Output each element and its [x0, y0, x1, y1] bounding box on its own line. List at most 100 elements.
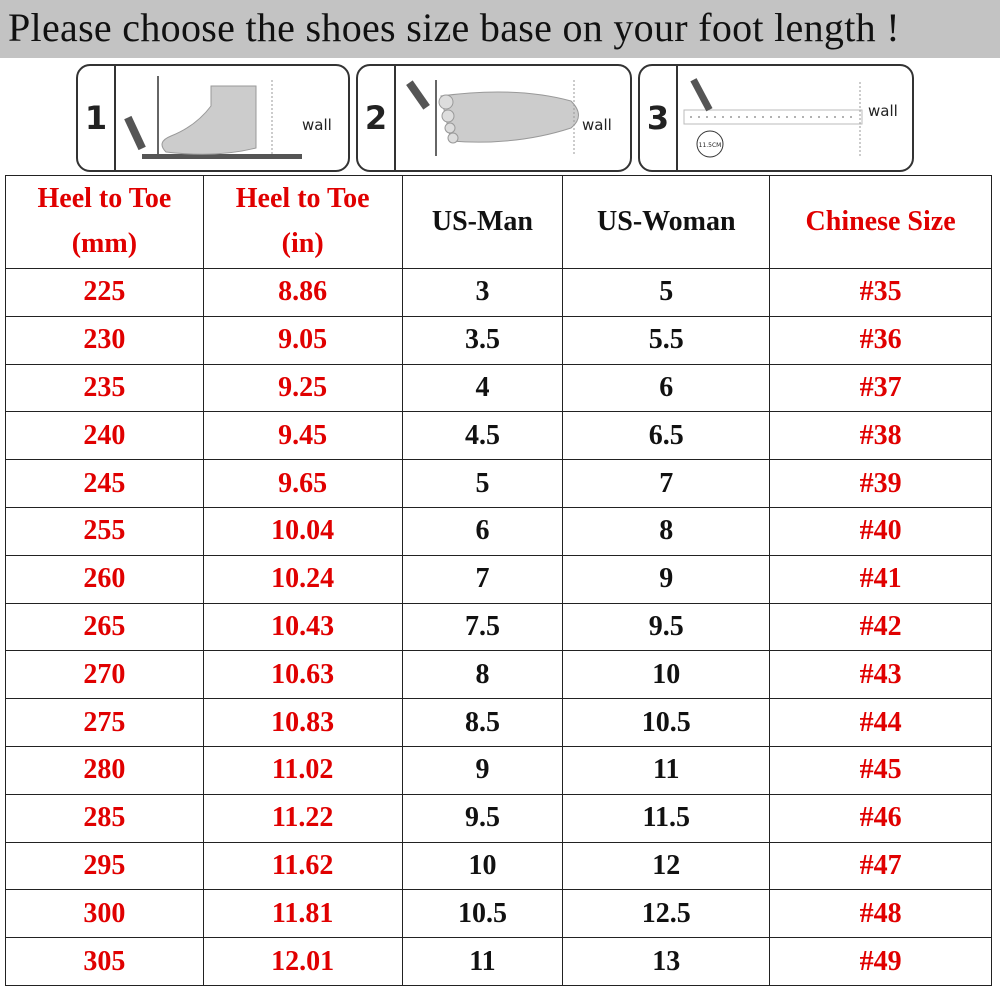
cell-us-woman: 9.5: [562, 602, 771, 652]
cell-us-woman: 12.5: [562, 889, 771, 939]
cell-us-man: 3: [401, 268, 564, 317]
cell-us-man: 10.5: [401, 889, 564, 939]
size-chart-table: Heel to Toe (mm) Heel to Toe (in) US-Man U…: [5, 175, 992, 986]
step-2-panel: 2 wall: [356, 64, 632, 172]
step-number: 1: [78, 66, 116, 170]
cell-mm: 235: [5, 363, 204, 413]
cell-us-woman: 5.5: [562, 315, 771, 365]
table-row: 280 11.02 9 11 #45: [5, 745, 992, 795]
cell-in: 9.45: [202, 411, 403, 461]
cell-us-man: 4: [401, 363, 564, 413]
cell-mm: 225: [5, 268, 204, 317]
cell-us-woman: 6.5: [562, 411, 771, 461]
cell-in: 9.65: [202, 459, 403, 508]
table-row: 265 10.43 7.5 9.5 #42: [5, 602, 992, 652]
cell-mm: 300: [5, 889, 204, 939]
cell-us-woman: 11: [562, 745, 771, 795]
cell-us-man: 8: [401, 650, 564, 700]
cell-chinese-size: #36: [769, 315, 992, 365]
cell-in: 10.83: [202, 698, 403, 747]
cell-us-man: 10: [401, 841, 564, 891]
header-row: Heel to Toe (mm) Heel to Toe (in) US-Man U…: [5, 175, 992, 269]
cell-chinese-size: #41: [769, 554, 992, 604]
cell-mm: 280: [5, 745, 204, 795]
cell-chinese-size: #40: [769, 506, 992, 556]
header-heel-toe-mm: Heel to Toe (mm): [5, 175, 204, 269]
instruction-banner: Please choose the shoes size base on you…: [0, 0, 1000, 58]
cell-in: 10.24: [202, 554, 403, 604]
header-chinese-size: Chinese Size: [769, 175, 992, 269]
cell-us-man: 7.5: [401, 602, 564, 652]
cell-chinese-size: #42: [769, 602, 992, 652]
header-heel-toe-in: Heel to Toe (in): [202, 175, 403, 269]
step-1-panel: 1 wall: [76, 64, 350, 172]
table-row: 225 8.86 3 5 #35: [5, 268, 992, 317]
cell-us-man: 11: [401, 937, 564, 986]
cell-mm: 275: [5, 698, 204, 747]
ruler-icon: 11.5CM wall: [683, 78, 898, 158]
wall-label: wall: [582, 116, 612, 134]
cell-in: 10.63: [202, 650, 403, 700]
cell-chinese-size: #44: [769, 698, 992, 747]
wall-label: wall: [868, 102, 898, 120]
step-number: 2: [358, 66, 396, 170]
cell-us-man: 6: [401, 506, 564, 556]
header-us-man: US-Man: [401, 175, 564, 269]
cell-us-woman: 13: [562, 937, 771, 986]
cell-us-woman: 10: [562, 650, 771, 700]
table-row: 255 10.04 6 8 #40: [5, 506, 992, 556]
step-3-panel: 3 11.5CM wall: [638, 64, 914, 172]
table-row: 295 11.62 10 12 #47: [5, 841, 992, 891]
cell-us-man: 5: [401, 459, 564, 508]
cell-in: 9.05: [202, 315, 403, 365]
cell-in: 12.01: [202, 937, 403, 986]
cell-us-woman: 7: [562, 459, 771, 508]
cell-in: 8.86: [202, 268, 403, 317]
table-row: 270 10.63 8 10 #43: [5, 650, 992, 700]
table-row: 240 9.45 4.5 6.5 #38: [5, 411, 992, 461]
cell-in: 9.25: [202, 363, 403, 413]
cell-mm: 260: [5, 554, 204, 604]
cell-us-man: 7: [401, 554, 564, 604]
banner-title: Please choose the shoes size base on you…: [8, 5, 900, 50]
cell-chinese-size: #46: [769, 793, 992, 843]
step-number: 3: [640, 66, 678, 170]
cell-in: 10.04: [202, 506, 403, 556]
cell-us-man: 9: [401, 745, 564, 795]
cell-mm: 270: [5, 650, 204, 700]
cell-us-man: 9.5: [401, 793, 564, 843]
cell-us-man: 4.5: [401, 411, 564, 461]
cell-chinese-size: #47: [769, 841, 992, 891]
wall-label: wall: [302, 116, 332, 134]
cell-us-woman: 6: [562, 363, 771, 413]
cell-us-man: 8.5: [401, 698, 564, 747]
cell-mm: 245: [5, 459, 204, 508]
cell-chinese-size: #45: [769, 745, 992, 795]
table-row: 235 9.25 4 6 #37: [5, 363, 992, 413]
cell-us-woman: 12: [562, 841, 771, 891]
cell-in: 11.22: [202, 793, 403, 843]
cell-mm: 240: [5, 411, 204, 461]
cell-chinese-size: #37: [769, 363, 992, 413]
cell-us-woman: 11.5: [562, 793, 771, 843]
cell-in: 11.62: [202, 841, 403, 891]
cell-mm: 285: [5, 793, 204, 843]
cell-chinese-size: #49: [769, 937, 992, 986]
cell-in: 11.81: [202, 889, 403, 939]
measure-label: 11.5CM: [699, 142, 722, 149]
cell-in: 11.02: [202, 745, 403, 795]
header-us-woman: US-Woman: [562, 175, 771, 269]
cell-us-woman: 8: [562, 506, 771, 556]
cell-in: 10.43: [202, 602, 403, 652]
foot-side-icon: wall: [124, 76, 332, 159]
cell-chinese-size: #38: [769, 411, 992, 461]
cell-mm: 265: [5, 602, 204, 652]
cell-mm: 255: [5, 506, 204, 556]
cell-us-woman: 9: [562, 554, 771, 604]
cell-mm: 305: [5, 937, 204, 986]
table-row: 305 12.01 11 13 #49: [5, 937, 992, 986]
table-row: 260 10.24 7 9 #41: [5, 554, 992, 604]
table-row: 230 9.05 3.5 5.5 #36: [5, 315, 992, 365]
foot-top-icon: wall: [406, 80, 612, 156]
cell-us-woman: 5: [562, 268, 771, 317]
